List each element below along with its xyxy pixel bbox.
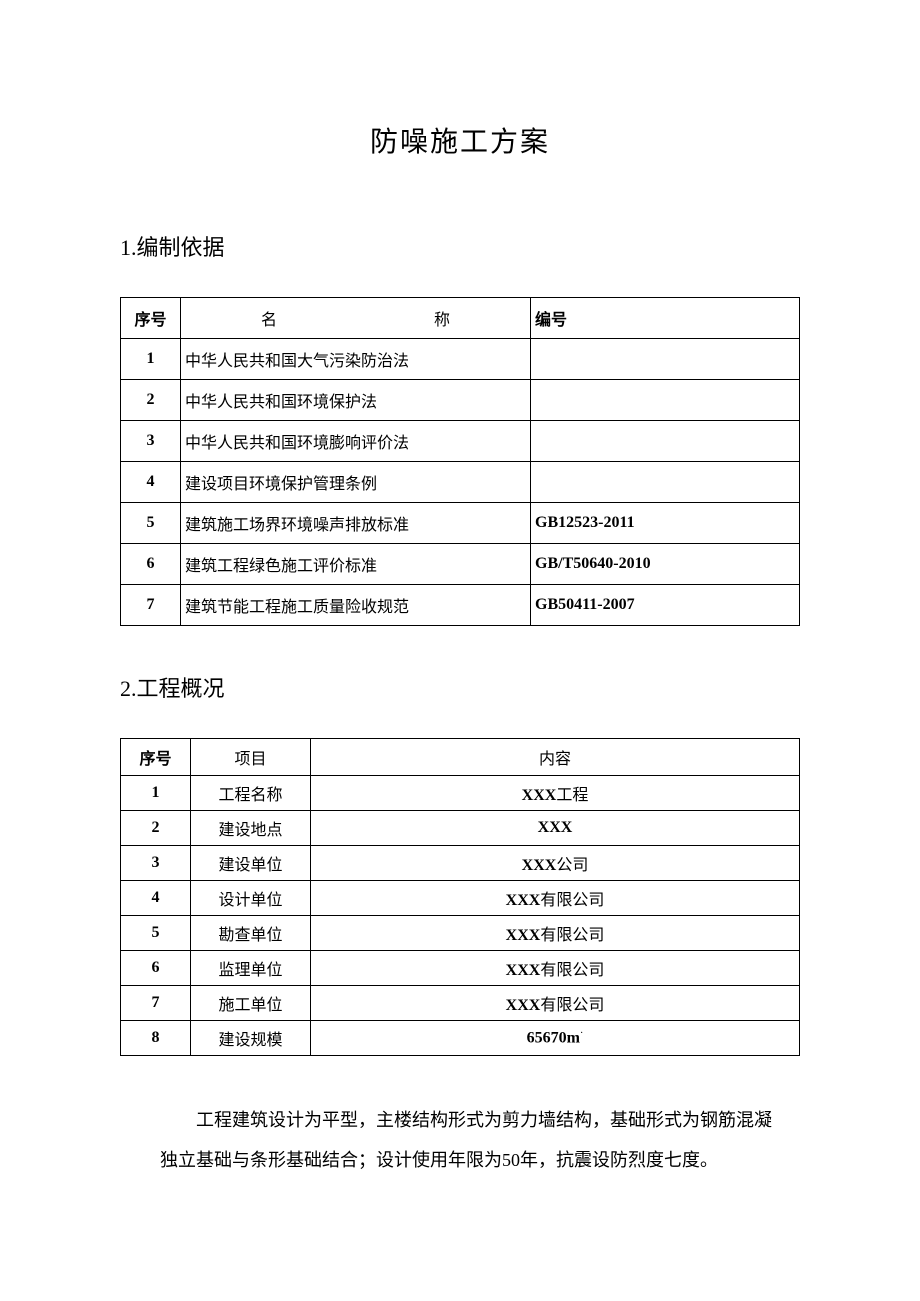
cell-name: 建筑施工场界环境噪声排放标准	[181, 503, 531, 544]
content-suffix: 有限公司	[540, 997, 604, 1014]
cell-seq: 6	[121, 544, 181, 585]
table-row: 4建设项目环境保护管理条例	[121, 462, 800, 503]
paragraph-num1: 50	[502, 1150, 520, 1170]
table-row: 2中华人民共和国环境保护法	[121, 380, 800, 421]
cell-item: 设计单位	[191, 881, 311, 916]
cell-content: XXX有限公司	[311, 916, 800, 951]
content-suffix: 有限公司	[540, 927, 604, 944]
section-2-text: 工程概况	[137, 676, 225, 701]
overview-table: 序号 项目 内容 1工程名称XXX工程2建设地点XXX3建设单位XXX公司4设计…	[120, 738, 800, 1056]
cell-name: 中华人民共和国大气污染防治法	[181, 339, 531, 380]
section-1-number: 1.	[120, 235, 137, 260]
cell-content: XXX工程	[311, 776, 800, 811]
content-suffix: 有限公司	[540, 892, 604, 909]
content-suffix: 工程	[556, 787, 588, 804]
header-seq: 序号	[121, 739, 191, 776]
content-suffix: 公司	[556, 857, 588, 874]
cell-seq: 1	[121, 776, 191, 811]
overview-paragraph: 工程建筑设计为平型，主楼结构形式为剪力墙结构，基础形式为钢筋混凝独立基础与条形基…	[120, 1101, 800, 1180]
cell-content: XXX公司	[311, 846, 800, 881]
cell-seq: 7	[121, 585, 181, 626]
table-row: 2建设地点 XXX	[121, 811, 800, 846]
document-page: 防噪施工方案 1.编制依据 序号 名称 编号 1中华人民共和国大气污染防治法2中…	[0, 0, 920, 1240]
cell-seq: 3	[121, 421, 181, 462]
cell-seq: 3	[121, 846, 191, 881]
cell-item: 建设单位	[191, 846, 311, 881]
table-row: 5勘查单位XXX有限公司	[121, 916, 800, 951]
cell-item: 勘查单位	[191, 916, 311, 951]
cell-seq: 7	[121, 986, 191, 1021]
table-row: 1中华人民共和国大气污染防治法	[121, 339, 800, 380]
cell-code: GB50411-2007	[531, 585, 800, 626]
cell-seq: 5	[121, 916, 191, 951]
cell-name: 建设项目环境保护管理条例	[181, 462, 531, 503]
section-2-heading: 2.工程概况	[120, 671, 800, 703]
cell-code	[531, 462, 800, 503]
table-row: 4设计单位XXX有限公司	[121, 881, 800, 916]
cell-name: 中华人民共和国环境膨响评价法	[181, 421, 531, 462]
content-prefix: XXX	[522, 787, 557, 804]
basis-table: 序号 名称 编号 1中华人民共和国大气污染防治法2中华人民共和国环境保护法3中华…	[120, 297, 800, 626]
cell-seq: 2	[121, 811, 191, 846]
header-name: 名称	[181, 298, 531, 339]
content-prefix: 65670m	[527, 1030, 580, 1047]
header-item: 项目	[191, 739, 311, 776]
section-1-text: 编制依据	[137, 235, 225, 260]
cell-content: XXX有限公司	[311, 881, 800, 916]
table-header-row: 序号 名称 编号	[121, 298, 800, 339]
cell-content: XXX有限公司	[311, 986, 800, 1021]
cell-code	[531, 339, 800, 380]
cell-item: 监理单位	[191, 951, 311, 986]
cell-name: 中华人民共和国环境保护法	[181, 380, 531, 421]
cell-content: XXX	[311, 811, 800, 846]
document-title: 防噪施工方案	[120, 120, 800, 160]
cell-item: 工程名称	[191, 776, 311, 811]
table-row: 7建筑节能工程施工质量险收规范GB50411-2007	[121, 585, 800, 626]
table-row: 6建筑工程绿色施工评价标准GB/T50640-2010	[121, 544, 800, 585]
content-prefix: XXX	[506, 997, 541, 1014]
cell-item: 建设地点	[191, 811, 311, 846]
content-prefix: XXX	[506, 892, 541, 909]
content-unit-sup: ·	[580, 1028, 583, 1039]
paragraph-part2: 年，抗震设防烈度七度。	[520, 1150, 718, 1170]
header-seq: 序号	[121, 298, 181, 339]
table-row: 7施工单位XXX有限公司	[121, 986, 800, 1021]
cell-code	[531, 380, 800, 421]
content-prefix: XXX	[522, 857, 557, 874]
cell-code: GB12523-2011	[531, 503, 800, 544]
table-row: 6监理单位XXX有限公司	[121, 951, 800, 986]
section-1-heading: 1.编制依据	[120, 230, 800, 262]
table-row: 1工程名称XXX工程	[121, 776, 800, 811]
content-suffix: 有限公司	[540, 962, 604, 979]
table-row: 5建筑施工场界环境噪声排放标准GB12523-2011	[121, 503, 800, 544]
cell-name: 建筑工程绿色施工评价标准	[181, 544, 531, 585]
content-prefix: XXX	[506, 962, 541, 979]
cell-content: XXX有限公司	[311, 951, 800, 986]
content-prefix: XXX	[506, 927, 541, 944]
cell-seq: 8	[121, 1021, 191, 1056]
table-row: 8建设规模65670m·	[121, 1021, 800, 1056]
cell-seq: 4	[121, 881, 191, 916]
table-row: 3中华人民共和国环境膨响评价法	[121, 421, 800, 462]
table-row: 3建设单位XXX公司	[121, 846, 800, 881]
cell-seq: 5	[121, 503, 181, 544]
cell-seq: 4	[121, 462, 181, 503]
cell-seq: 6	[121, 951, 191, 986]
cell-seq: 2	[121, 380, 181, 421]
header-content: 内容	[311, 739, 800, 776]
cell-code: GB/T50640-2010	[531, 544, 800, 585]
table-header-row: 序号 项目 内容	[121, 739, 800, 776]
cell-content: 65670m·	[311, 1021, 800, 1056]
cell-name: 建筑节能工程施工质量险收规范	[181, 585, 531, 626]
section-2-number: 2.	[120, 676, 137, 701]
cell-seq: 1	[121, 339, 181, 380]
cell-item: 施工单位	[191, 986, 311, 1021]
cell-item: 建设规模	[191, 1021, 311, 1056]
content-prefix: XXX	[538, 819, 573, 836]
cell-code	[531, 421, 800, 462]
header-code: 编号	[531, 298, 800, 339]
